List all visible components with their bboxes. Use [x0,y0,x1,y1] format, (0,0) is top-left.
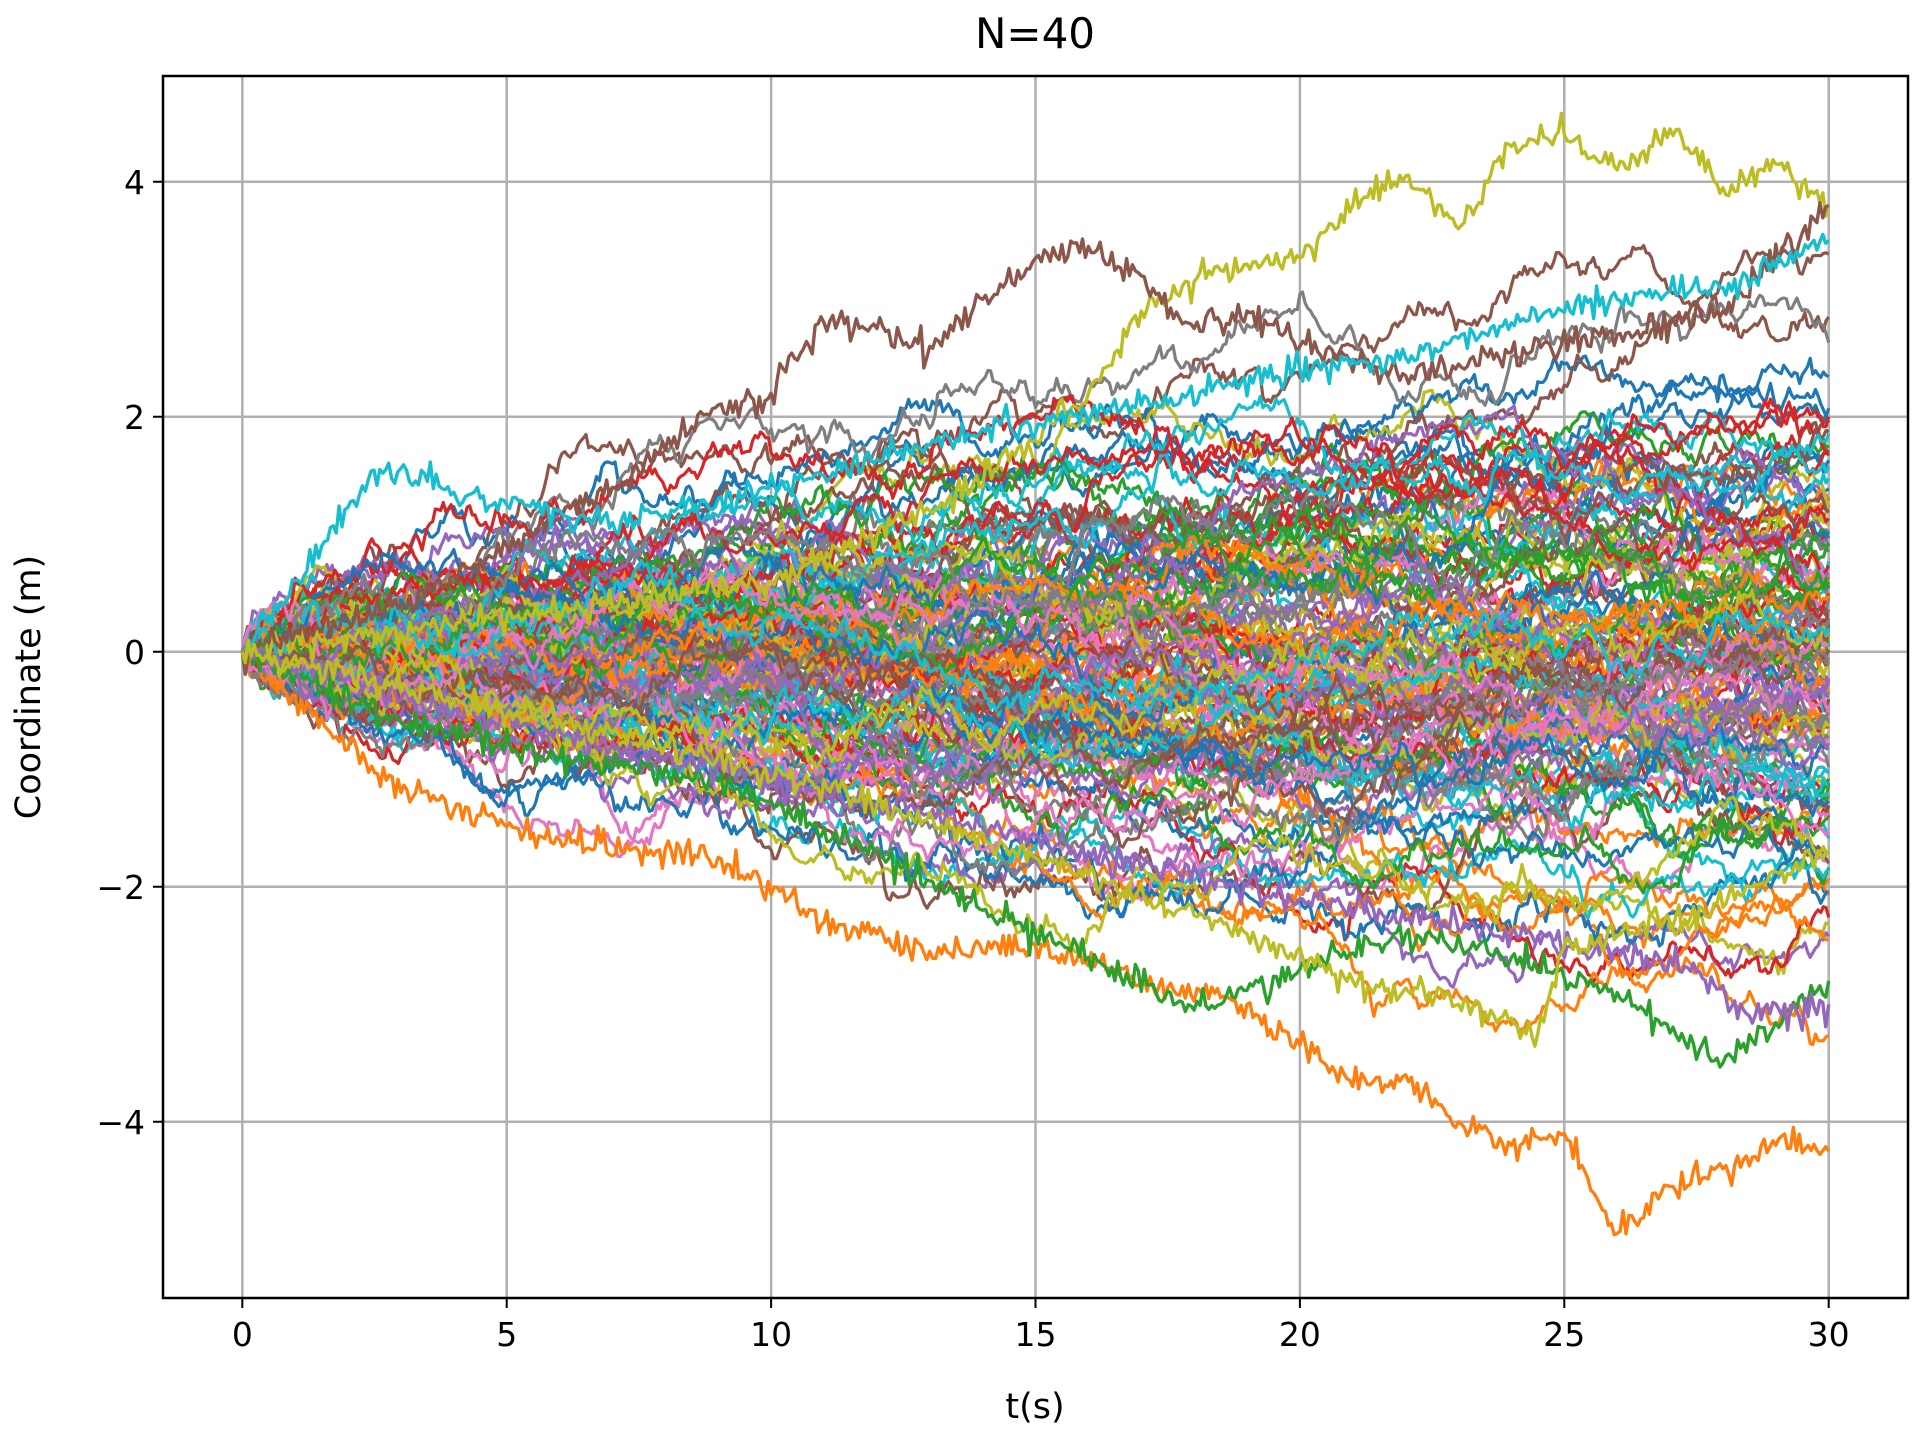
highlighted-series-line [240,201,1830,676]
series-line [241,606,1831,788]
series-line [241,571,1831,763]
series-line [241,400,1831,671]
x-tick-label: 0 [232,1315,253,1354]
y-tick-label: 0 [124,633,145,672]
series-line [240,534,1831,727]
series-group [240,111,1831,1237]
series-line [240,526,1830,717]
x-tick-label: 15 [1015,1315,1057,1354]
highlighted-series-line [241,232,1830,655]
y-tick-label: −2 [96,868,145,907]
chart-title: N=40 [975,9,1095,58]
y-tick-label: 4 [124,163,145,202]
series-line [240,572,1830,733]
series-line [240,644,1830,920]
y-axis-label: Coordinate (m) [9,555,49,819]
x-axis-label: t(s) [1005,1387,1064,1427]
x-tick-label: 10 [750,1315,792,1354]
x-tick-label: 30 [1808,1315,1850,1354]
series-line [240,528,1831,685]
y-tick-label: 2 [124,398,145,437]
x-tick-label: 5 [496,1315,517,1354]
series-line [240,548,1830,793]
x-tick-label: 20 [1279,1315,1321,1354]
y-tick-label: −4 [96,1103,145,1142]
axis-ticks: 0 5 10 15 20 25 30 −4 −2 0 2 4 [96,163,1849,1354]
series-line [241,393,1830,654]
x-tick-label: 25 [1543,1315,1585,1354]
series-line [240,544,1830,688]
series-line [240,623,1829,895]
highlighted-series-line [240,642,1831,1069]
highlighted-series-line [240,638,1830,1048]
series-line [240,600,1830,862]
highlighted-series-line [241,111,1831,665]
series-line [241,589,1830,770]
highlighted-series-line [240,646,1831,1237]
